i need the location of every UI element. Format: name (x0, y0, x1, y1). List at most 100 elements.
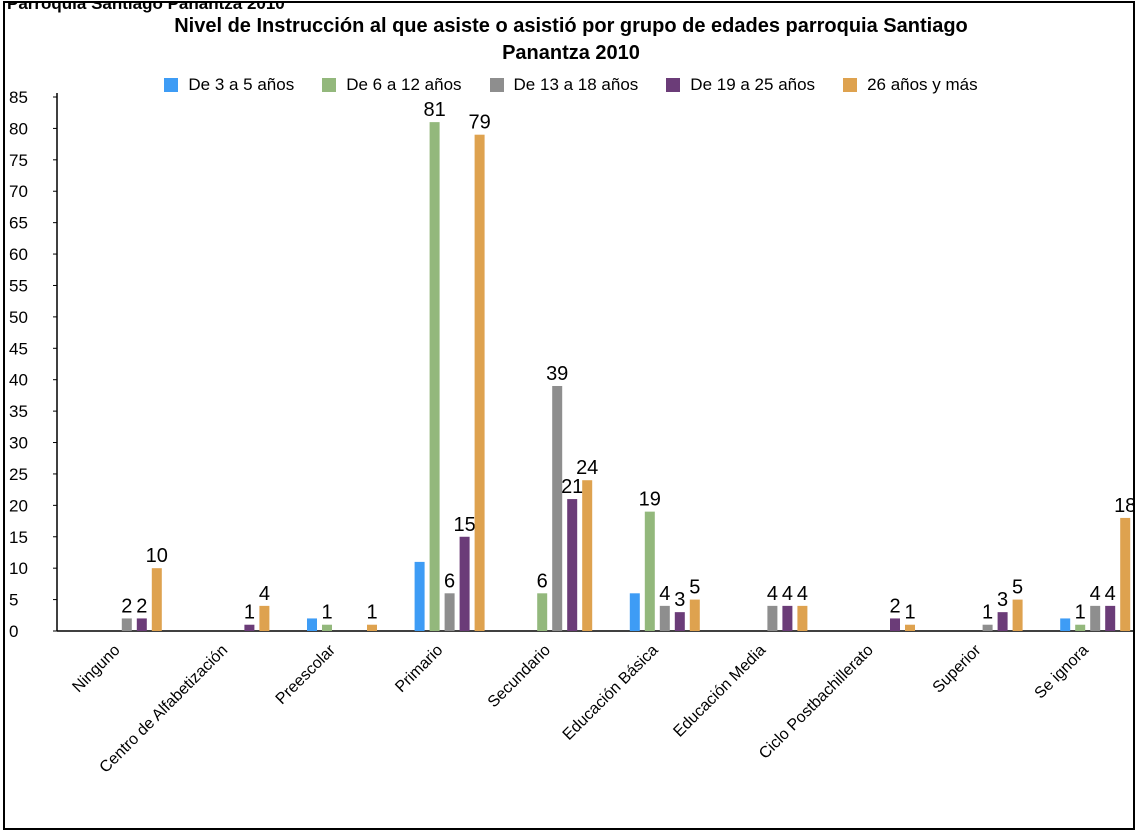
data-label: 4 (767, 583, 778, 605)
bar (414, 561, 425, 631)
legend-swatch (666, 78, 681, 92)
y-tick-label: 75 (9, 151, 28, 170)
data-label: 1 (1075, 602, 1086, 624)
y-tick-label: 10 (9, 559, 28, 578)
bar (367, 624, 377, 631)
legend-swatch (164, 78, 179, 92)
x-category-label: Ninguno (69, 642, 123, 696)
data-label: 1 (982, 602, 993, 624)
y-tick-label: 60 (9, 245, 28, 264)
data-label: 4 (259, 583, 270, 605)
bar (567, 499, 578, 631)
data-label: 1 (904, 602, 915, 624)
y-tick-label: 5 (9, 591, 18, 610)
legend-item: De 3 a 5 años (164, 75, 294, 95)
data-label: 2 (136, 595, 147, 617)
bar (151, 568, 162, 631)
y-tick-label: 30 (9, 434, 28, 453)
data-label: 5 (689, 577, 700, 599)
bar (582, 480, 593, 631)
y-tick-label: 50 (9, 308, 28, 327)
data-label: 2 (121, 595, 132, 617)
bar (767, 605, 778, 631)
data-label: 39 (546, 363, 568, 385)
legend-label: De 19 a 25 años (690, 75, 816, 94)
legend-item: De 13 a 18 años (489, 75, 639, 95)
bar (890, 618, 900, 631)
y-tick-label: 35 (9, 402, 28, 421)
x-category-label: Educación Media (670, 642, 769, 741)
y-tick-label: 55 (9, 276, 28, 295)
y-tick-label: 45 (9, 339, 28, 358)
y-tick-label: 15 (9, 528, 28, 547)
data-label: 4 (782, 583, 793, 605)
data-label: 81 (423, 99, 445, 121)
bar (1090, 605, 1101, 631)
data-label: 1 (244, 602, 255, 624)
data-label: 18 (1114, 495, 1135, 517)
data-label: 21 (561, 476, 583, 498)
data-label: 1 (366, 602, 377, 624)
bar (552, 385, 563, 631)
y-tick-label: 25 (9, 465, 28, 484)
bar (1105, 605, 1116, 631)
legend-swatch (843, 78, 858, 92)
chart-frame: Parroquia Santiago Panantza 2010 Nivel d… (3, 1, 1135, 830)
bar (429, 122, 440, 632)
data-label: 24 (576, 457, 598, 479)
data-label: 2 (889, 595, 900, 617)
bar (1075, 624, 1086, 631)
bar (797, 605, 808, 631)
bar (121, 618, 132, 631)
data-label: 4 (659, 583, 670, 605)
bar (1060, 618, 1071, 631)
bar (982, 624, 993, 631)
chart-title-line2: Panantza 2010 (502, 42, 640, 64)
bar (474, 134, 485, 631)
data-label: 10 (146, 545, 168, 567)
bar (444, 593, 455, 631)
y-tick-label: 20 (9, 496, 28, 515)
data-label: 6 (444, 570, 455, 592)
data-label: 79 (468, 112, 490, 134)
bar (629, 593, 640, 631)
bar (997, 612, 1008, 631)
y-tick-label: 0 (9, 622, 18, 641)
data-label: 15 (453, 514, 475, 536)
bar (782, 605, 793, 631)
legend-label: De 3 a 5 años (188, 75, 295, 94)
y-tick-label: 40 (9, 371, 28, 390)
bar (136, 618, 147, 631)
x-category-label: Educación Básica (560, 642, 662, 744)
data-label: 4 (1090, 583, 1101, 605)
bar (644, 511, 655, 631)
data-label: 3 (674, 589, 685, 611)
chart-title: Nivel de Instrucción al que asiste o asi… (174, 15, 968, 37)
legend-swatch (489, 78, 504, 92)
legend-label: De 13 a 18 años (513, 75, 639, 94)
bar (905, 624, 915, 631)
bar (322, 624, 332, 631)
legend-label: 26 años y más (867, 75, 978, 94)
bar (689, 599, 700, 631)
data-label: 6 (537, 570, 548, 592)
y-tick-label: 80 (9, 119, 28, 138)
bar (659, 605, 670, 631)
bar (674, 612, 685, 631)
data-label: 4 (797, 583, 808, 605)
y-tick-label: 85 (9, 88, 28, 107)
x-category-label: Se ignora (1032, 642, 1093, 703)
chart-legend: De 3 a 5 años De 6 a 12 años De 13 a 18 añ… (5, 75, 1133, 95)
x-category-label: Centro de Alfabetización (97, 642, 232, 777)
x-category-label: Primario (392, 642, 446, 696)
bar (307, 618, 317, 631)
y-tick-label: 70 (9, 182, 28, 201)
data-label: 5 (1012, 577, 1023, 599)
bar (244, 624, 255, 631)
bar (459, 536, 470, 631)
data-label: 1 (321, 602, 332, 624)
x-category-label: Ciclo Postbachillerato (756, 642, 877, 763)
x-category-label: Preescolar (273, 641, 340, 708)
bar (259, 605, 270, 631)
